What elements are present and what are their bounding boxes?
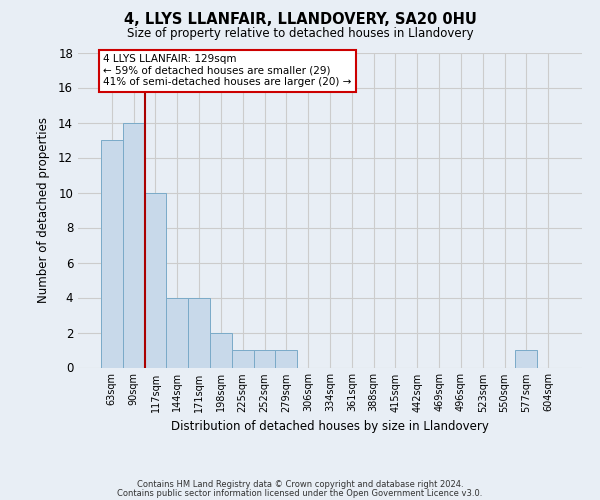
Bar [210,332,232,368]
Bar [145,192,166,368]
Bar [166,298,188,368]
Text: 4 LLYS LLANFAIR: 129sqm
← 59% of detached houses are smaller (29)
41% of semi-de: 4 LLYS LLANFAIR: 129sqm ← 59% of detache… [103,54,352,88]
Bar [188,298,210,368]
Bar [232,350,254,368]
Y-axis label: Number of detached properties: Number of detached properties [37,117,50,303]
X-axis label: Distribution of detached houses by size in Llandovery: Distribution of detached houses by size … [171,420,489,433]
Bar [123,122,145,368]
Bar [275,350,297,368]
Text: Contains HM Land Registry data © Crown copyright and database right 2024.: Contains HM Land Registry data © Crown c… [137,480,463,489]
Text: Contains public sector information licensed under the Open Government Licence v3: Contains public sector information licen… [118,488,482,498]
Text: Size of property relative to detached houses in Llandovery: Size of property relative to detached ho… [127,28,473,40]
Bar [254,350,275,368]
Bar [515,350,537,368]
Text: 4, LLYS LLANFAIR, LLANDOVERY, SA20 0HU: 4, LLYS LLANFAIR, LLANDOVERY, SA20 0HU [124,12,476,28]
Bar [101,140,123,368]
